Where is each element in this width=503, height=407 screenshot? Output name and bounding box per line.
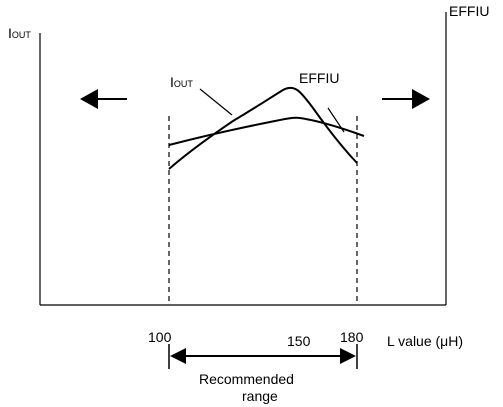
x-axis-label: L value (μH)	[387, 333, 464, 349]
iout-curve-label: IOUT	[170, 74, 193, 92]
iout-curve-label-sub: OUT	[173, 79, 193, 89]
iout-curve-label-main: I	[170, 74, 174, 90]
iout-axis-label-main: I	[8, 25, 12, 41]
iout-curve	[168, 86, 358, 170]
iout-axis-label: IOUT	[8, 25, 31, 43]
recommended-label-line1: Recommended	[199, 371, 294, 387]
effiu-curve	[168, 116, 365, 146]
tick-label-180: 180	[340, 329, 364, 345]
tick-label-150: 150	[287, 333, 311, 349]
effiu-axis-label: EFFIU	[449, 3, 490, 19]
left-arrow-icon	[80, 89, 127, 109]
recommended-range-arrow	[168, 344, 358, 369]
right-arrow-icon	[382, 89, 430, 109]
iout-axis-label-sub: OUT	[11, 30, 31, 40]
effiu-curve-label: EFFIU	[299, 70, 340, 86]
iout-leader-line	[199, 88, 233, 116]
tick-label-100: 100	[148, 329, 172, 345]
recommended-label-line2: range	[242, 388, 278, 404]
effiu-leader-line	[327, 107, 345, 133]
